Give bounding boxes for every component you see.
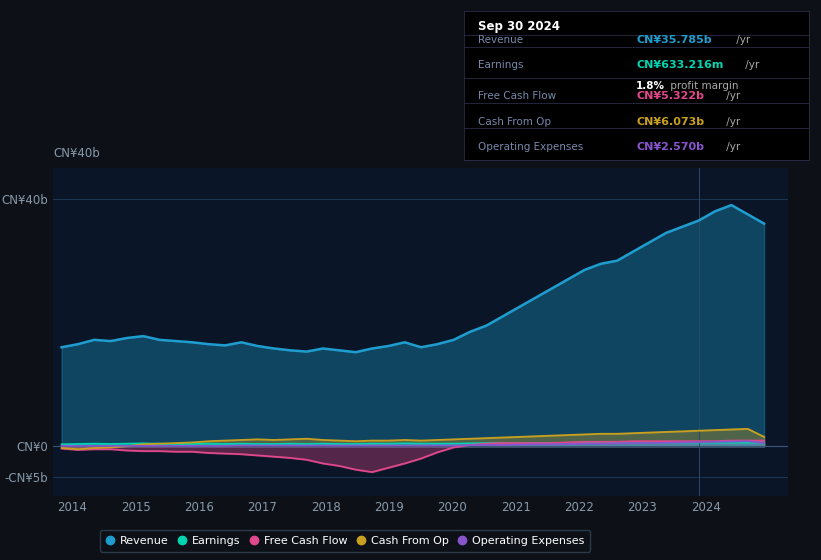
Text: CN¥6.073b: CN¥6.073b — [636, 116, 704, 127]
Text: /yr: /yr — [723, 116, 741, 127]
Text: /yr: /yr — [723, 91, 741, 101]
Text: /yr: /yr — [742, 60, 759, 70]
Text: profit margin: profit margin — [667, 81, 739, 91]
Text: Cash From Op: Cash From Op — [478, 116, 551, 127]
Text: Revenue: Revenue — [478, 35, 523, 45]
Text: Free Cash Flow: Free Cash Flow — [478, 91, 556, 101]
Text: CN¥5.322b: CN¥5.322b — [636, 91, 704, 101]
Text: CN¥633.216m: CN¥633.216m — [636, 60, 723, 70]
Text: 1.8%: 1.8% — [636, 81, 665, 91]
Text: /yr: /yr — [723, 142, 741, 152]
Text: Earnings: Earnings — [478, 60, 523, 70]
Legend: Revenue, Earnings, Free Cash Flow, Cash From Op, Operating Expenses: Revenue, Earnings, Free Cash Flow, Cash … — [100, 530, 589, 552]
Text: CN¥2.570b: CN¥2.570b — [636, 142, 704, 152]
Text: /yr: /yr — [733, 35, 750, 45]
Text: Operating Expenses: Operating Expenses — [478, 142, 583, 152]
Text: Sep 30 2024: Sep 30 2024 — [478, 20, 560, 33]
Text: CN¥35.785b: CN¥35.785b — [636, 35, 712, 45]
Text: CN¥40b: CN¥40b — [53, 147, 100, 160]
